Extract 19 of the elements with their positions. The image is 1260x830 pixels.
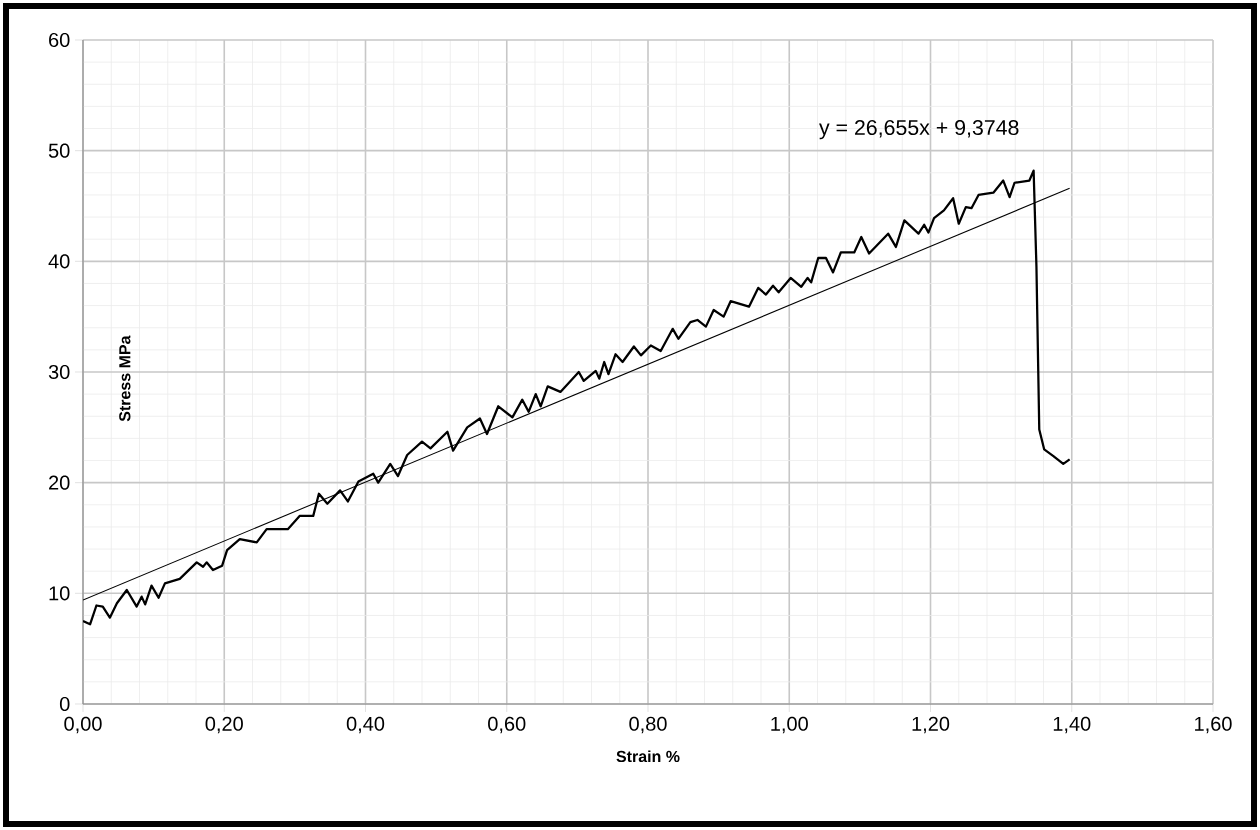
y-axis-title: Stress MPa	[119, 335, 131, 422]
y-tick-label: 60	[49, 32, 70, 48]
x-tick-label: 0,40	[346, 716, 385, 734]
y-tick-label: 0	[59, 696, 70, 712]
x-tick-label: 1,60	[1195, 716, 1232, 734]
x-tick-label: 1,00	[771, 716, 808, 734]
y-tick-label: 40	[48, 254, 70, 269]
y-tick-label: 20	[49, 475, 70, 490]
annotation: y = 26,655x + 9,3748	[819, 119, 1019, 140]
x-tick-label: 1,40	[1053, 716, 1091, 734]
y-tick-label: 30	[48, 364, 70, 380]
y-tick-label: 10	[49, 586, 70, 601]
x-tick-label: 0,60	[488, 716, 526, 734]
x-tick-label: 0,00	[64, 716, 102, 734]
x-axis-title: Strain %	[616, 750, 680, 763]
x-tick-label: 0,80	[629, 716, 667, 734]
x-tick-label: 0,20	[205, 716, 243, 734]
x-tick-label: 1,20	[912, 716, 950, 734]
y-tick-label: 50	[48, 143, 70, 158]
